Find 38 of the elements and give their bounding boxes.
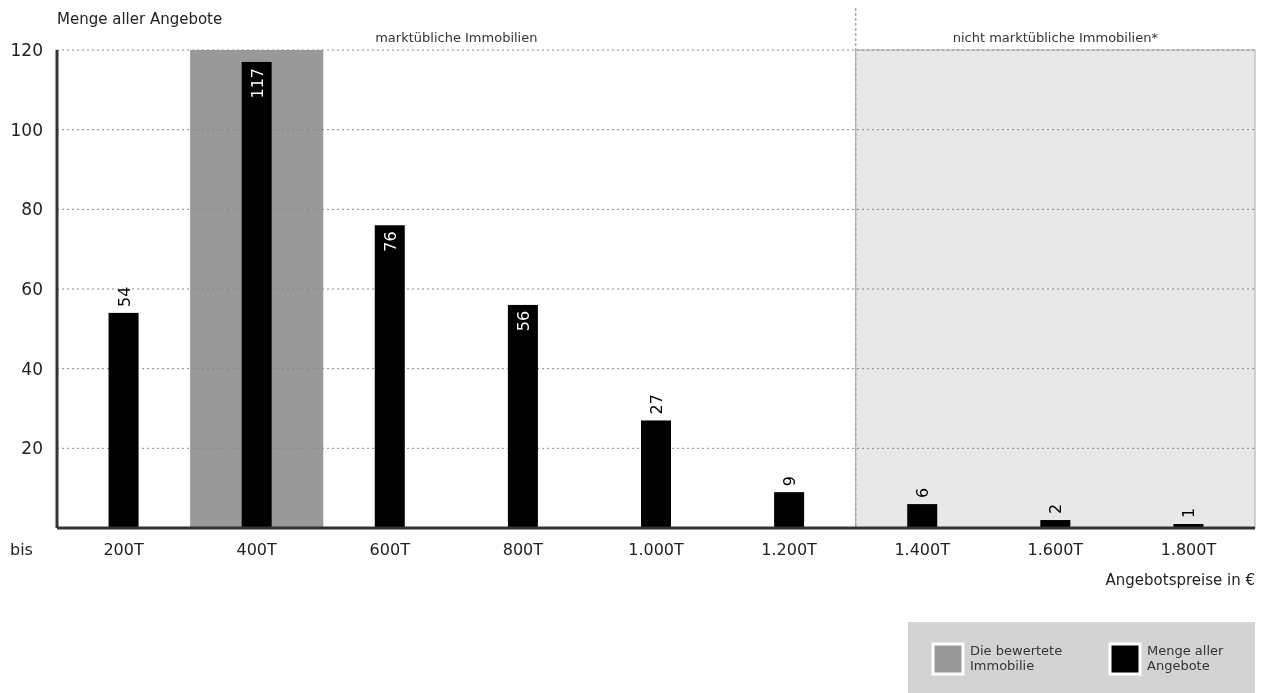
y-tick-label: 120	[10, 40, 43, 60]
data-label: 27	[647, 394, 666, 415]
data-label: 54	[114, 286, 134, 307]
data-label: 56	[513, 310, 533, 332]
x-tick-label: 1.800T	[1160, 540, 1217, 559]
legend-label: Menge aller Angebote	[1147, 643, 1225, 673]
y-tick-label: 80	[21, 199, 43, 220]
band-label: nicht marktübliche Immobilien*	[952, 30, 1159, 45]
y-tick-label: 20	[21, 438, 43, 459]
text: bis	[10, 540, 33, 559]
data-label: 6	[913, 487, 933, 499]
bar	[774, 492, 805, 528]
x-tick-label: 200T	[103, 540, 144, 559]
x-tick-label: 1.600T	[1027, 540, 1084, 559]
bar	[641, 420, 671, 528]
x-tick-label: 1.200T	[761, 540, 818, 559]
x-tick-label: 1.400T	[894, 540, 951, 559]
x-tick-label: 400T	[236, 540, 278, 559]
x-tick-label: 600T	[369, 540, 411, 559]
y-tick-label: 60	[21, 279, 43, 299]
y-axis-title: Menge aller Angebote	[57, 10, 223, 28]
data-label: 117	[247, 67, 267, 99]
x-axis-title: Angebotspreise in €	[1105, 571, 1255, 589]
bar	[507, 304, 538, 528]
x-tick-label: 1.000T	[628, 540, 685, 559]
data-label: 76	[380, 231, 400, 252]
bar	[241, 61, 272, 528]
bar	[374, 225, 405, 528]
data-label: 9	[780, 475, 800, 487]
y-tick-label: 40	[21, 358, 43, 379]
data-label: 1	[1179, 507, 1199, 519]
bar	[108, 312, 139, 528]
y-tick-label: 100	[10, 119, 43, 140]
x-tick-label: 800T	[502, 540, 544, 559]
legend-label: Die bewertete Immobilie	[970, 643, 1063, 673]
bar	[907, 504, 938, 528]
text: marktübliche Immobilien	[375, 30, 538, 45]
data-label: 2	[1046, 503, 1066, 515]
